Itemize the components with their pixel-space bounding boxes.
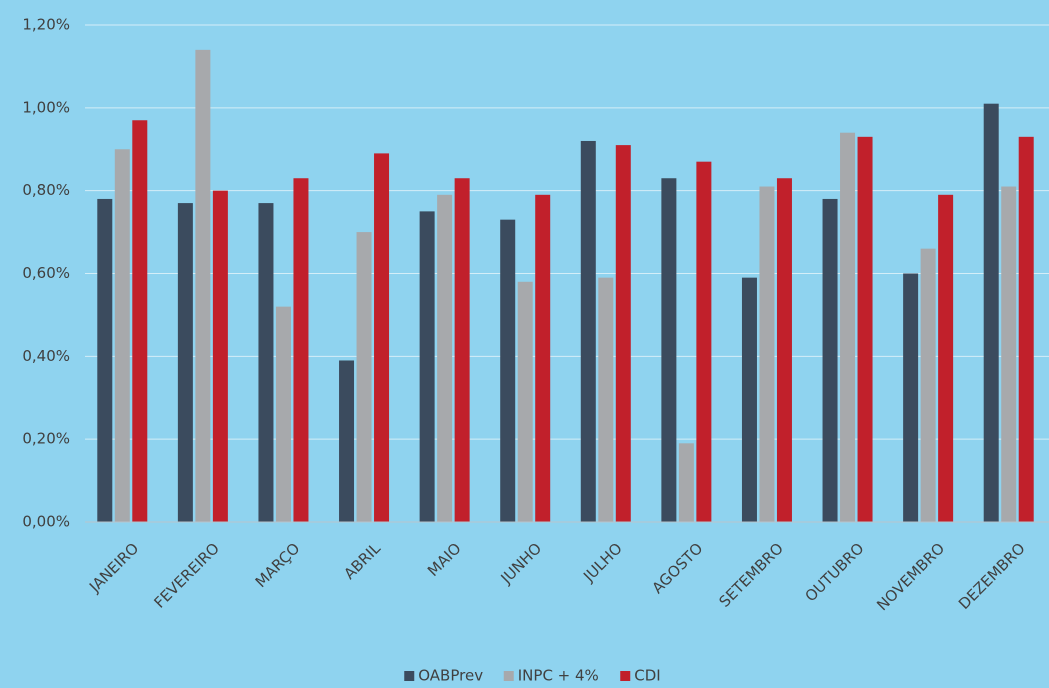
legend-swatch	[404, 671, 415, 681]
bar	[339, 360, 355, 522]
bar	[132, 120, 148, 522]
bar	[356, 232, 372, 523]
bar	[678, 443, 694, 522]
bar	[97, 198, 113, 522]
x-tick-label: JULHO	[579, 539, 626, 586]
bar	[535, 194, 551, 522]
x-tick-label: AGOSTO	[648, 539, 706, 597]
bar	[275, 306, 291, 522]
bar	[920, 248, 936, 522]
bar	[661, 178, 677, 522]
bar	[903, 273, 919, 522]
bar	[696, 161, 712, 523]
legend-label: CDI	[634, 667, 660, 685]
bar	[114, 149, 130, 522]
bar	[258, 203, 274, 522]
x-tick-label: FEVEREIRO	[150, 539, 222, 611]
bar	[580, 140, 596, 522]
bar	[293, 178, 309, 522]
bar	[983, 103, 999, 523]
y-tick-label: 0,40%	[22, 347, 70, 365]
bar	[454, 178, 470, 522]
y-tick-label: 0,60%	[22, 264, 70, 282]
legend-label: OABPrev	[418, 667, 483, 685]
bar	[615, 145, 631, 522]
x-tick-label: NOVEMBRO	[873, 539, 948, 614]
y-tick-label: 0,80%	[22, 181, 70, 199]
legend-label: INPC + 4%	[518, 667, 599, 685]
y-tick-label: 0,00%	[22, 513, 70, 531]
bar	[741, 277, 757, 522]
legend-swatch	[620, 671, 631, 681]
bar	[517, 281, 533, 522]
bar	[822, 198, 838, 522]
x-tick-label: OUTUBRO	[801, 539, 867, 605]
bar	[938, 194, 954, 522]
bar	[1001, 186, 1017, 522]
y-tick-label: 0,20%	[22, 430, 70, 448]
x-tick-label: JANEIRO	[85, 539, 142, 596]
y-tick-label: 1,00%	[22, 98, 70, 116]
x-tick-label: ABRIL	[340, 539, 384, 583]
bar	[1018, 136, 1034, 522]
bar	[840, 132, 856, 522]
bar	[776, 178, 792, 522]
bar	[419, 211, 435, 522]
bar	[759, 186, 775, 522]
x-tick-label: MARÇO	[252, 539, 304, 591]
legend-swatch	[503, 671, 514, 681]
bar	[374, 153, 390, 522]
x-tick-label: SETEMBRO	[715, 539, 786, 610]
bar	[500, 219, 516, 523]
x-tick-label: JUNHO	[497, 539, 546, 588]
bar	[177, 203, 193, 522]
y-tick-label: 1,20%	[22, 16, 70, 34]
x-tick-label: MAIO	[424, 539, 465, 580]
bar	[195, 49, 211, 522]
bar	[857, 136, 873, 522]
bar	[598, 277, 614, 522]
bar	[437, 194, 453, 522]
bar	[212, 190, 228, 522]
x-tick-label: DEZEMBRO	[955, 539, 1029, 613]
